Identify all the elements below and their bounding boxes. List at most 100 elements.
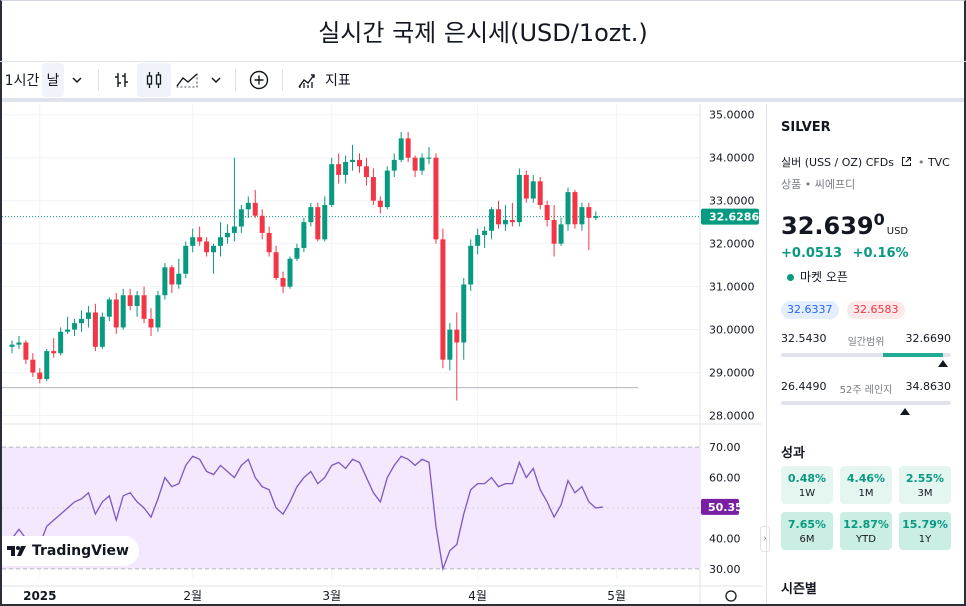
candle-body[interactable] (183, 245, 189, 274)
price-chart[interactable]: 35.0000 34.0000 33.0000 32.0000 31.0000 30.00… (2, 104, 762, 604)
candle-body[interactable] (405, 138, 411, 158)
candle-body[interactable] (16, 342, 22, 345)
candle-body[interactable] (266, 232, 272, 253)
candle-body[interactable] (37, 372, 43, 380)
candle-body[interactable] (301, 222, 307, 248)
candle-body[interactable] (461, 284, 467, 343)
candle-body[interactable] (496, 209, 501, 225)
candle-body[interactable] (363, 166, 369, 178)
candle-body[interactable] (343, 162, 349, 175)
candle-body[interactable] (85, 312, 91, 319)
candle-body[interactable] (204, 241, 210, 253)
candle-body[interactable] (308, 207, 314, 223)
settings-gear-icon[interactable] (725, 590, 737, 602)
candle-body[interactable] (252, 202, 258, 216)
candle-body[interactable] (51, 351, 57, 354)
candle-body[interactable] (502, 220, 508, 225)
candle-body[interactable] (447, 329, 453, 360)
candle-body[interactable] (329, 164, 335, 205)
performance-cell-ytd[interactable]: 12.87% YTD (840, 512, 892, 550)
candle-body[interactable] (231, 226, 237, 233)
candle-body[interactable] (79, 318, 84, 324)
candle-body[interactable] (259, 215, 265, 233)
interval-dropdown-button[interactable] (64, 63, 90, 97)
performance-cell-6m[interactable]: 7.65% 6M (781, 512, 833, 550)
candle-body[interactable] (58, 331, 64, 354)
candle-body[interactable] (197, 237, 203, 242)
candle-body[interactable] (377, 200, 383, 208)
candle-body[interactable] (558, 224, 564, 244)
candle-body[interactable] (440, 239, 446, 360)
candle-body[interactable] (190, 237, 196, 246)
candle-body[interactable] (579, 207, 585, 225)
candle-body[interactable] (384, 170, 390, 208)
candle-body[interactable] (370, 177, 376, 201)
candle-body[interactable] (398, 138, 404, 160)
candle-body[interactable] (586, 207, 592, 218)
tradingview-logo[interactable]: TradingView (2, 536, 139, 566)
candle-body[interactable] (357, 159, 362, 167)
candle-body[interactable] (551, 220, 557, 244)
candle-body[interactable] (433, 157, 439, 240)
panel-collapse-button[interactable]: › (760, 526, 770, 552)
candle-body[interactable] (454, 329, 460, 343)
candle-body[interactable] (593, 216, 599, 218)
candle-body[interactable] (72, 323, 78, 330)
candle-body[interactable] (336, 164, 342, 175)
candle-body[interactable] (155, 295, 161, 328)
candle-body[interactable] (350, 159, 356, 163)
candle-body[interactable] (537, 181, 543, 205)
candle-body[interactable] (516, 174, 522, 223)
candle-body[interactable] (412, 157, 418, 171)
candle-body[interactable] (162, 267, 168, 296)
candle-body[interactable] (426, 157, 432, 159)
performance-cell-3m[interactable]: 2.55% 3M (899, 466, 951, 504)
candle-body[interactable] (245, 202, 251, 210)
candle-body[interactable] (238, 209, 244, 227)
candle-chart-button[interactable] (137, 63, 171, 97)
candle-body[interactable] (530, 181, 536, 199)
candle-body[interactable] (287, 258, 293, 287)
candle-body[interactable] (280, 278, 286, 287)
candle-body[interactable] (127, 295, 133, 306)
external-link-icon[interactable] (901, 156, 912, 167)
candle-body[interactable] (141, 295, 147, 319)
candle-body[interactable] (218, 237, 223, 246)
candle-body[interactable] (391, 159, 397, 171)
interval-day-button[interactable]: 날 (42, 63, 64, 97)
candle-body[interactable] (273, 252, 279, 279)
chart-type-dropdown-button[interactable] (205, 63, 227, 97)
candle-body[interactable] (489, 209, 495, 231)
candle-body[interactable] (315, 207, 321, 240)
candle-body[interactable] (23, 342, 29, 360)
performance-cell-1m[interactable]: 4.46% 1M (840, 466, 892, 504)
bar-chart-button[interactable] (107, 63, 137, 97)
candle-body[interactable] (419, 157, 425, 171)
candle-body[interactable] (99, 316, 105, 347)
candle-body[interactable] (322, 204, 328, 240)
compare-add-button[interactable] (244, 63, 274, 97)
candle-body[interactable] (169, 267, 175, 285)
candle-body[interactable] (294, 247, 300, 259)
candle-body[interactable] (120, 295, 126, 328)
indicators-button[interactable]: 지표 (291, 63, 357, 97)
candle-body[interactable] (544, 204, 550, 221)
chart-area[interactable]: 35.0000 34.0000 33.0000 32.0000 31.0000 30.00… (2, 104, 762, 604)
candle-body[interactable] (92, 312, 98, 347)
interval-1h-button[interactable]: 1시간 (2, 63, 42, 97)
candle-body[interactable] (176, 273, 182, 285)
symbol-name[interactable]: SILVER (781, 120, 831, 135)
candle-body[interactable] (523, 174, 529, 199)
performance-cell-1w[interactable]: 0.48% 1W (781, 466, 833, 504)
candle-body[interactable] (482, 230, 488, 236)
candle-body[interactable] (65, 329, 71, 332)
candle-body[interactable] (9, 344, 15, 347)
area-chart-button[interactable] (171, 63, 205, 97)
candle-body[interactable] (30, 359, 36, 373)
candle-body[interactable] (134, 295, 140, 306)
candle-body[interactable] (572, 192, 578, 225)
candle-body[interactable] (224, 232, 230, 238)
candle-body[interactable] (148, 318, 154, 328)
candle-body[interactable] (509, 220, 515, 223)
performance-cell-1y[interactable]: 15.79% 1Y (899, 512, 951, 550)
